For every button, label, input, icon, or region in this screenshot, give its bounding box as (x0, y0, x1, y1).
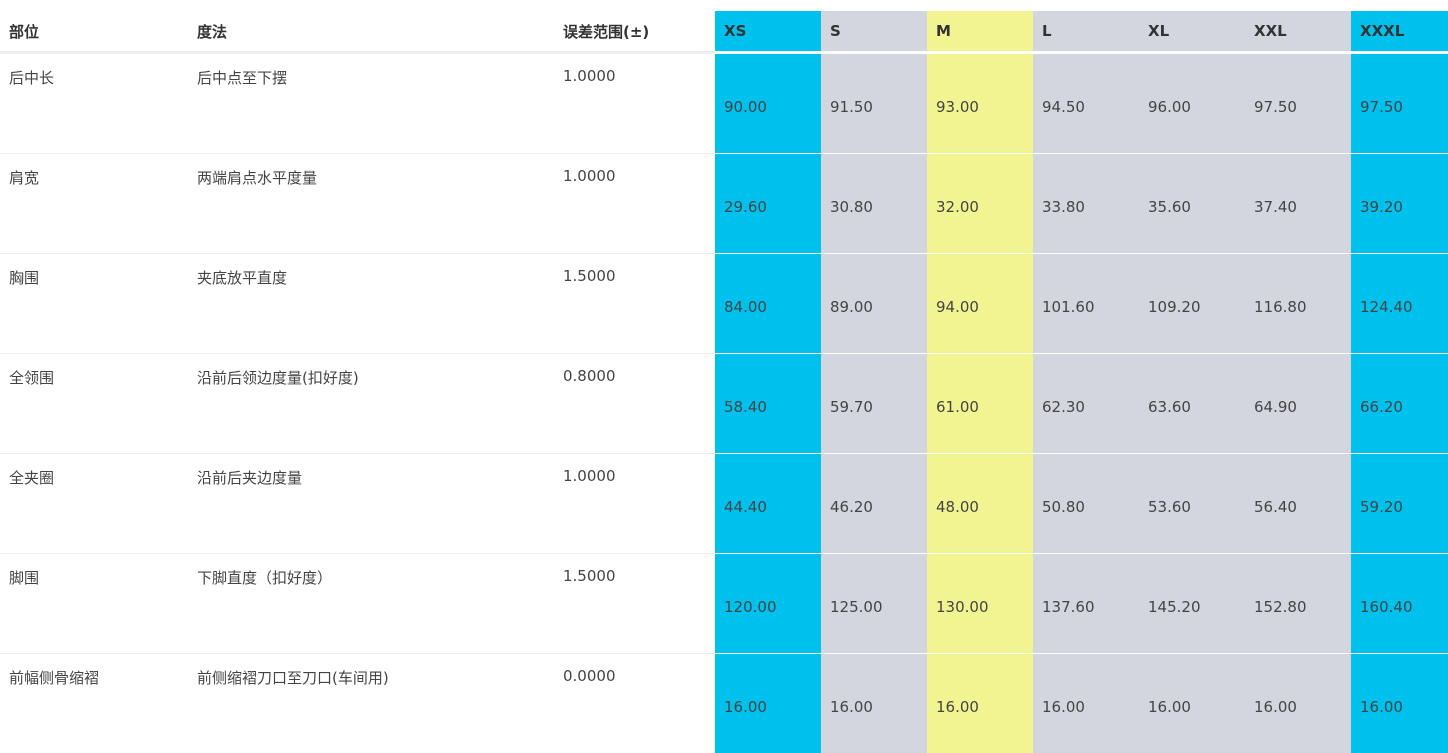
cell-size-m: 93.00 (927, 53, 1033, 154)
cell-size-xxxl: 16.00 (1351, 654, 1448, 753)
cell-size-xl: 35.60 (1139, 154, 1245, 254)
cell-part: 前幅侧骨缩褶 (0, 654, 188, 753)
size-header-xxxl: XXXL (1351, 11, 1448, 53)
column-header-tolerance: 误差范围(±) (554, 11, 715, 53)
cell-method: 两端肩点水平度量 (188, 154, 554, 254)
cell-size-xl: 53.60 (1139, 454, 1245, 554)
cell-size-xxxl: 59.20 (1351, 454, 1448, 554)
cell-part: 胸围 (0, 254, 188, 354)
cell-size-s: 91.50 (821, 53, 927, 154)
cell-size-xs: 84.00 (715, 254, 821, 354)
cell-part: 全夹圈 (0, 454, 188, 554)
cell-method: 后中点至下摆 (188, 53, 554, 154)
cell-size-xxl: 152.80 (1245, 554, 1351, 654)
cell-size-xs: 29.60 (715, 154, 821, 254)
cell-part: 后中长 (0, 53, 188, 154)
cell-size-xl: 145.20 (1139, 554, 1245, 654)
cell-size-l: 33.80 (1033, 154, 1139, 254)
cell-size-s: 46.20 (821, 454, 927, 554)
cell-size-xl: 109.20 (1139, 254, 1245, 354)
cell-part: 肩宽 (0, 154, 188, 254)
size-header-xs: XS (715, 11, 821, 53)
column-header-method: 度法 (188, 11, 554, 53)
cell-size-s: 89.00 (821, 254, 927, 354)
cell-method: 夹底放平直度 (188, 254, 554, 354)
cell-part: 全领围 (0, 354, 188, 454)
cell-size-s: 16.00 (821, 654, 927, 753)
size-header-m: M (927, 11, 1033, 53)
cell-size-xs: 120.00 (715, 554, 821, 654)
size-header-l: L (1033, 11, 1139, 53)
cell-size-xxl: 116.80 (1245, 254, 1351, 354)
cell-method: 沿前后领边度量(扣好度) (188, 354, 554, 454)
cell-size-xl: 16.00 (1139, 654, 1245, 753)
cell-size-xl: 96.00 (1139, 53, 1245, 154)
cell-size-l: 50.80 (1033, 454, 1139, 554)
cell-size-xxxl: 160.40 (1351, 554, 1448, 654)
cell-size-xxl: 16.00 (1245, 654, 1351, 753)
cell-size-l: 137.60 (1033, 554, 1139, 654)
cell-size-xxxl: 124.40 (1351, 254, 1448, 354)
cell-size-xxl: 97.50 (1245, 53, 1351, 154)
cell-size-xl: 63.60 (1139, 354, 1245, 454)
cell-size-xxl: 37.40 (1245, 154, 1351, 254)
cell-size-m: 94.00 (927, 254, 1033, 354)
cell-size-m: 48.00 (927, 454, 1033, 554)
cell-size-l: 62.30 (1033, 354, 1139, 454)
cell-size-s: 125.00 (821, 554, 927, 654)
cell-size-xs: 58.40 (715, 354, 821, 454)
size-header-xxl: XXL (1245, 11, 1351, 53)
cell-tolerance: 1.0000 (554, 454, 715, 554)
column-header-part: 部位 (0, 11, 188, 53)
cell-size-xs: 16.00 (715, 654, 821, 753)
cell-method: 沿前后夹边度量 (188, 454, 554, 554)
size-header-s: S (821, 11, 927, 53)
cell-method: 下脚直度（扣好度） (188, 554, 554, 654)
cell-size-xxl: 56.40 (1245, 454, 1351, 554)
cell-size-xxxl: 39.20 (1351, 154, 1448, 254)
cell-size-m: 16.00 (927, 654, 1033, 753)
cell-tolerance: 1.0000 (554, 53, 715, 154)
cell-size-s: 30.80 (821, 154, 927, 254)
cell-size-m: 32.00 (927, 154, 1033, 254)
size-header-xl: XL (1139, 11, 1245, 53)
cell-tolerance: 1.0000 (554, 154, 715, 254)
cell-size-xxl: 64.90 (1245, 354, 1351, 454)
cell-method: 前侧缩褶刀口至刀口(车间用) (188, 654, 554, 753)
cell-tolerance: 1.5000 (554, 554, 715, 654)
cell-size-xxxl: 97.50 (1351, 53, 1448, 154)
cell-part: 脚围 (0, 554, 188, 654)
cell-size-xs: 44.40 (715, 454, 821, 554)
cell-size-l: 101.60 (1033, 254, 1139, 354)
cell-size-m: 130.00 (927, 554, 1033, 654)
cell-tolerance: 1.5000 (554, 254, 715, 354)
cell-size-l: 16.00 (1033, 654, 1139, 753)
cell-tolerance: 0.8000 (554, 354, 715, 454)
cell-size-xs: 90.00 (715, 53, 821, 154)
cell-tolerance: 0.0000 (554, 654, 715, 753)
cell-size-xxxl: 66.20 (1351, 354, 1448, 454)
cell-size-m: 61.00 (927, 354, 1033, 454)
cell-size-l: 94.50 (1033, 53, 1139, 154)
cell-size-s: 59.70 (821, 354, 927, 454)
